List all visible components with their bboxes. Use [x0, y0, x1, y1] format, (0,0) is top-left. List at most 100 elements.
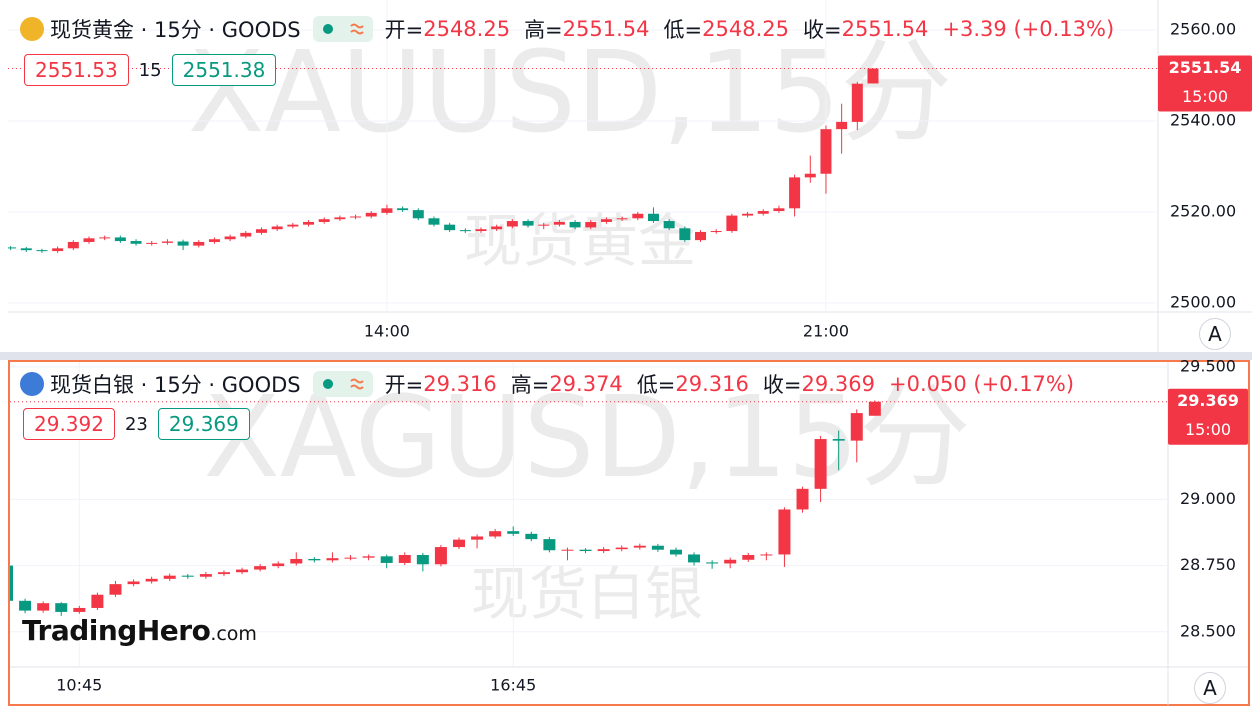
candle-body [412, 210, 424, 219]
candle-body [444, 224, 456, 231]
x-tick-label: 16:45 [490, 676, 536, 695]
candle-body [145, 578, 158, 582]
candle-body [334, 217, 346, 220]
candle-body [543, 539, 556, 551]
candle-body [710, 231, 722, 233]
candle-body [83, 238, 95, 242]
ohlc-value: 2548.25 [423, 17, 511, 41]
ohlc-label: 高= [524, 18, 563, 42]
candle-body [553, 221, 565, 225]
candle-body [380, 556, 393, 563]
candles [8, 68, 879, 253]
y-tick-label: 29.000 [1180, 489, 1236, 508]
candle-body [272, 563, 285, 567]
candle-body [742, 555, 755, 560]
ohlc-label: 低= [636, 373, 676, 397]
ohlc-label: 收= [762, 373, 802, 397]
auto-scale-button[interactable]: A [1194, 672, 1226, 704]
candle-body [820, 129, 832, 174]
candle-body [163, 575, 176, 579]
y-tick-label: 2500.00 [1170, 292, 1236, 311]
legend-header: 现货黄金 · 15分 · GOODS 开= 2548.25 高= 2551.54 低= 25… [20, 14, 1114, 44]
bid-price[interactable]: 2551.53 [24, 54, 129, 86]
symbol-icon [20, 372, 44, 396]
ohlc-value: 29.316 [675, 372, 749, 396]
active-panel-border [8, 360, 1250, 706]
candle-body [114, 237, 126, 242]
y-tick-label: 2520.00 [1170, 201, 1236, 220]
candle-body [365, 212, 377, 217]
candle-body [326, 558, 339, 561]
candle-body [99, 237, 111, 239]
candle-body [679, 228, 691, 241]
candle-body [55, 603, 68, 612]
candle-body [398, 555, 411, 563]
y-tick-label: 29.500 [1180, 357, 1236, 376]
candles [10, 400, 881, 616]
candle-body [804, 173, 816, 178]
spread: 15 [138, 59, 162, 81]
countdown-label: 15:00 [1185, 420, 1231, 439]
symbol-icon [20, 17, 44, 41]
price-change: +3.39 (+0.13%) [942, 17, 1115, 41]
candle-body [36, 250, 48, 252]
candle-body [647, 213, 659, 222]
y-tick-label: 2540.00 [1170, 110, 1236, 129]
brand-suffix: .com [210, 623, 257, 645]
candle-body [240, 232, 252, 237]
candle-body [10, 565, 13, 601]
candle-body [491, 226, 503, 230]
bid-price[interactable]: 29.392 [23, 408, 115, 440]
last-price-label: 2551.54 [1169, 58, 1242, 77]
candle-body [397, 208, 409, 211]
ask-price[interactable]: 29.369 [157, 408, 250, 440]
candle-body [428, 218, 440, 225]
candle-body [506, 221, 518, 227]
market-open-dot [322, 379, 333, 389]
candle-body [525, 533, 538, 540]
watermark-sub: 现货白银 [471, 560, 703, 628]
candle-body [726, 215, 738, 232]
candle-body [52, 248, 64, 252]
last-price-tag [1158, 55, 1252, 112]
candle-body [287, 224, 299, 227]
ask-price[interactable]: 2551.38 [171, 54, 277, 86]
quote-tags: 2551.53 15 2551.38 [24, 54, 277, 86]
candle-body [271, 226, 283, 230]
ohlc-label: 开= [384, 373, 424, 397]
candle-body [20, 248, 32, 251]
ohlc-value: 2551.54 [562, 17, 650, 41]
watermark: XAUUSD,15分 [188, 28, 953, 158]
candle-body [193, 241, 205, 246]
candle-body [695, 231, 707, 241]
candle-body [208, 239, 220, 242]
delay-icon [349, 23, 364, 35]
candle-body [561, 549, 574, 551]
quote-tags: 29.392 23 29.369 [23, 408, 250, 440]
symbol-title: 现货黄金 · 15分 · GOODS [50, 18, 301, 42]
candle-body [381, 208, 393, 213]
candle-body [706, 562, 719, 564]
candle-body [350, 216, 362, 218]
x-tick-label: 21:00 [803, 322, 849, 341]
brand-logo: TradingHero.com [22, 614, 257, 647]
last-price-label: 29.369 [1177, 391, 1239, 410]
watermark-sub: 现货黄金 [464, 207, 696, 275]
y-tick-label: 2560.00 [1170, 20, 1236, 39]
price-change: +0.050 (+0.17%) [888, 372, 1075, 396]
candle-body [109, 584, 122, 595]
candle-body [37, 603, 50, 611]
x-tick-label: 14:00 [364, 322, 410, 341]
ohlc-value: 2548.25 [702, 17, 789, 41]
candle-body [67, 241, 79, 249]
candle-body [669, 549, 682, 555]
candle-body [224, 236, 236, 240]
auto-scale-button[interactable]: A [1199, 318, 1231, 350]
candle-body [850, 413, 863, 441]
candle-body [597, 549, 610, 552]
candle-body [344, 557, 357, 559]
candle-body [778, 509, 791, 555]
candle-body [146, 242, 158, 244]
